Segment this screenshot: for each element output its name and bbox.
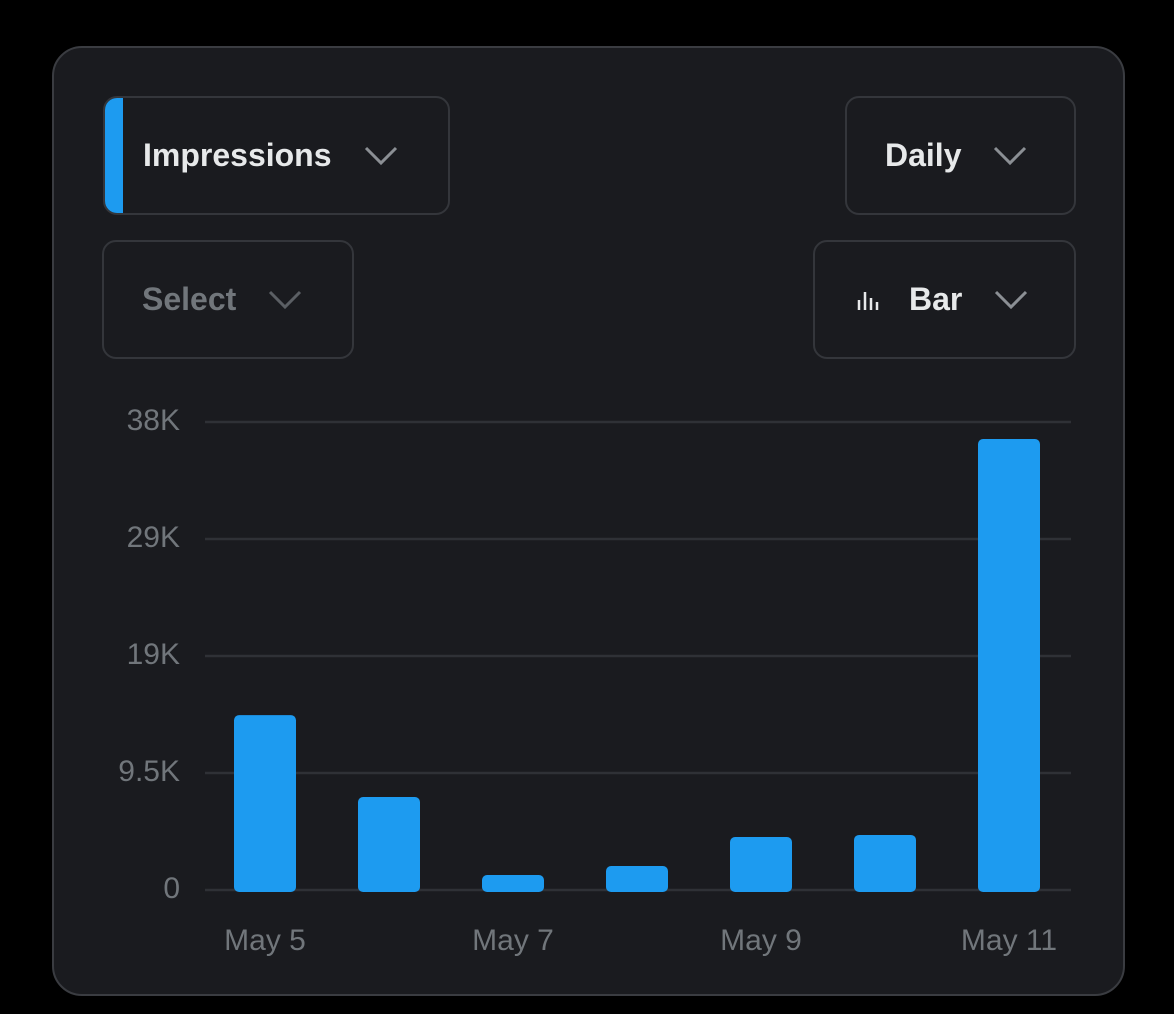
- y-tick-label: 9.5K: [118, 755, 180, 788]
- bar: [978, 438, 1040, 892]
- chevron: [995, 290, 1028, 309]
- bar: [854, 834, 916, 892]
- chart-kind-label: Bar: [909, 281, 963, 317]
- compare-dropdown[interactable]: Select: [102, 240, 354, 359]
- y-tick-label: 38K: [127, 404, 180, 437]
- x-tick-label: May 5: [224, 924, 306, 957]
- chevron: [269, 290, 302, 309]
- compare-label: Select: [142, 281, 237, 317]
- metric-label: Impressions: [143, 137, 332, 173]
- bar: [730, 837, 792, 892]
- period-dropdown[interactable]: Daily: [845, 96, 1076, 215]
- bar: [358, 797, 420, 892]
- chevron: [994, 146, 1027, 165]
- x-tick-label: May 7: [472, 924, 554, 957]
- period-label: Daily: [885, 137, 962, 173]
- y-tick-label: 19K: [127, 638, 180, 671]
- metric-dropdown[interactable]: Impressions: [103, 96, 450, 215]
- chart-kind-dropdown[interactable]: Bar: [813, 240, 1076, 359]
- bar: [234, 715, 296, 892]
- x-tick-label: May 9: [720, 924, 802, 957]
- metric-accent: [105, 98, 123, 213]
- x-tick-label: May 11: [961, 924, 1057, 957]
- bar: [606, 865, 668, 892]
- y-tick-label: 29K: [127, 521, 180, 554]
- y-tick-label: 0: [163, 872, 180, 905]
- bar-icon: [857, 291, 879, 310]
- bar: [482, 874, 544, 892]
- chevron: [364, 146, 397, 165]
- card: [52, 46, 1125, 996]
